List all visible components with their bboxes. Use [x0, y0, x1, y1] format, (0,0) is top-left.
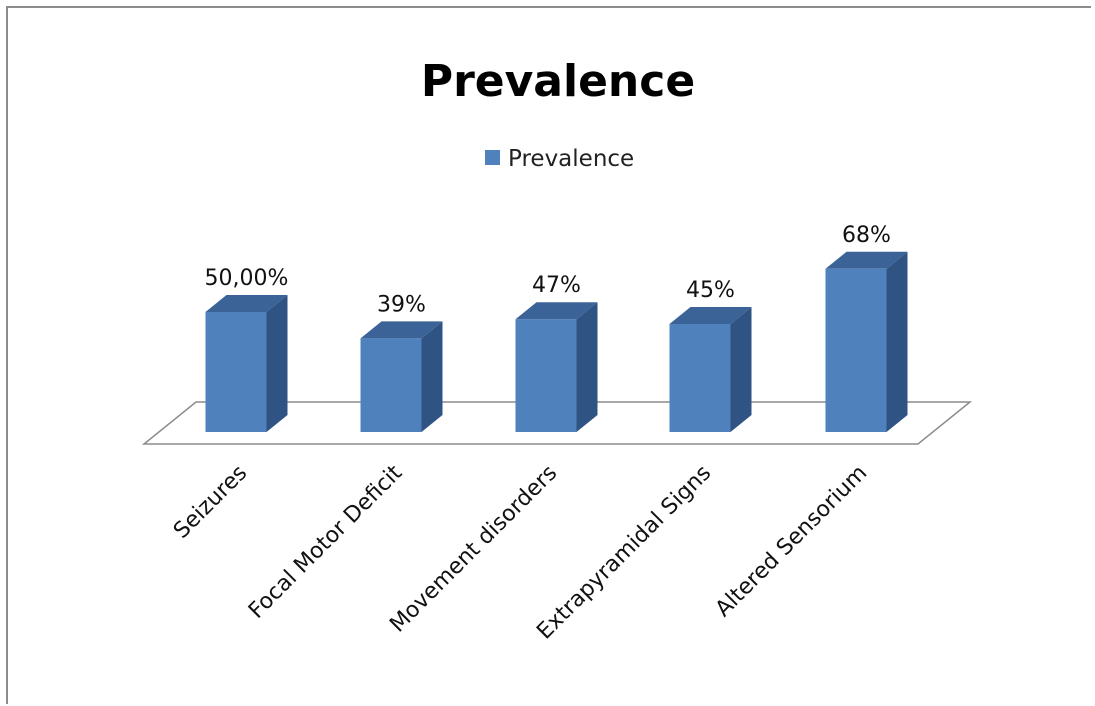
bar-side — [266, 295, 288, 432]
bar-front — [515, 319, 577, 432]
bar-side — [730, 307, 752, 432]
bar-chart: Prevalence Prevalence 50,00% 39% 47% 45% 68%… — [141, 56, 973, 645]
bar-top — [669, 307, 752, 324]
category-label: Extrapyramidal Signs — [532, 461, 716, 645]
bar-top — [360, 321, 443, 339]
bar — [825, 251, 908, 432]
data-label: 45% — [686, 278, 735, 303]
bar-top — [825, 251, 908, 269]
data-label: 68% — [842, 223, 891, 248]
bar-top — [205, 295, 288, 312]
bar-front — [205, 312, 267, 432]
data-label: 47% — [532, 273, 581, 298]
bar-top — [515, 302, 598, 320]
bar-front — [360, 338, 422, 432]
bar-side — [886, 251, 908, 432]
legend: Prevalence — [485, 146, 634, 172]
bar-front — [669, 324, 731, 432]
bar — [669, 307, 752, 432]
legend-label: Prevalence — [508, 146, 634, 172]
category-label: Movement disorders — [385, 461, 562, 638]
data-labels-group: 50,00% 39% 47% 45% 68% — [205, 223, 891, 318]
category-label: Seizures — [169, 461, 252, 544]
chart-floor — [141, 401, 973, 445]
category-label: Focal Motor Deficit — [244, 460, 407, 623]
data-label: 50,00% — [205, 266, 289, 291]
bar — [515, 302, 598, 432]
chart-title: Prevalence — [421, 56, 695, 107]
chart-frame: Prevalence Prevalence 50,00% 39% 47% 45% 68%… — [6, 6, 1091, 704]
bar-side — [576, 302, 598, 432]
legend-swatch — [485, 150, 500, 165]
bars-group — [205, 251, 908, 432]
bar — [360, 321, 443, 432]
bar — [205, 295, 288, 432]
bar-front — [825, 268, 887, 432]
data-label: 39% — [377, 292, 426, 317]
bar-side — [421, 321, 443, 432]
category-label: Altered Sensorium — [711, 461, 872, 622]
